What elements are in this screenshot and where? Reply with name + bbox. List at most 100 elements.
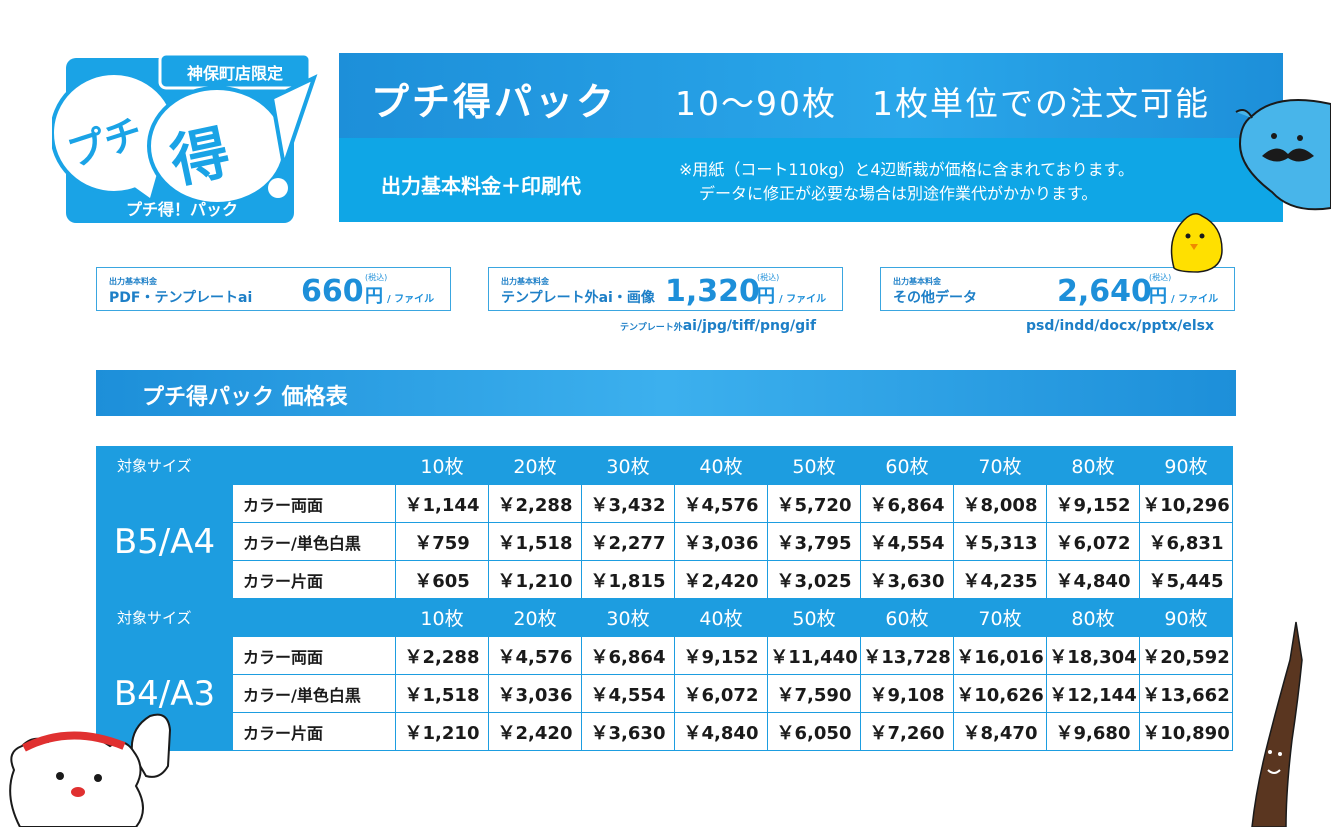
blue-mustache-character-icon bbox=[1235, 99, 1331, 211]
price-cell: ￥13,662 bbox=[1139, 674, 1233, 713]
hero-note-paper: ※用紙（コート110kg）と4辺断裁が価格に含まれております。 bbox=[679, 160, 1134, 179]
print-type-label: カラー両面 bbox=[232, 484, 396, 523]
card-formats-prefix: テンプレート外 bbox=[620, 323, 683, 333]
price-cell: ￥7,590 bbox=[767, 674, 861, 713]
card-yen: 円 bbox=[365, 286, 383, 307]
card-name: PDF・テンプレートai bbox=[109, 290, 253, 306]
price-cell: ￥9,152 bbox=[674, 636, 768, 675]
price-cell: ￥6,831 bbox=[1139, 522, 1233, 561]
hero-title: プチ得パック bbox=[371, 80, 618, 124]
price-cell: ￥6,864 bbox=[581, 636, 675, 675]
price-cell: ￥8,008 bbox=[953, 484, 1047, 523]
quantity-header: 60枚 bbox=[860, 446, 954, 485]
price-cell: ￥3,036 bbox=[674, 522, 768, 561]
quantity-header: 50枚 bbox=[767, 598, 861, 637]
price-cell: ￥3,795 bbox=[767, 522, 861, 561]
table-row: カラー片面 ￥1,210 ￥2,420 ￥3,630 ￥4,840 ￥6,050 ￥7,26… bbox=[97, 712, 1233, 751]
card-yen: 円 bbox=[757, 286, 775, 307]
price-cell: ￥13,728 bbox=[860, 636, 954, 675]
price-cell: ￥6,864 bbox=[860, 484, 954, 523]
card-tax-label: (税込) bbox=[365, 273, 388, 282]
table-row: カラー/単色白黒 ￥1,518 ￥3,036 ￥4,554 ￥6,072 ￥7,590 ￥9… bbox=[97, 674, 1233, 713]
price-cell: ￥4,576 bbox=[674, 484, 768, 523]
table-row: カラー片面 ￥605 ￥1,210 ￥1,815 ￥2,420 ￥3,025 ￥3,630 ￥… bbox=[97, 560, 1233, 599]
base-fee-card-other: 出力基本料金 その他データ 2,640 (税込) 円 / ファイル bbox=[880, 267, 1235, 311]
target-size-label: 対象サイズ bbox=[96, 446, 396, 485]
quantity-header: 10枚 bbox=[395, 446, 489, 485]
card-unit: / ファイル bbox=[1171, 294, 1219, 305]
card-small-label: 出力基本料金 bbox=[501, 277, 549, 286]
price-cell: ￥5,720 bbox=[767, 484, 861, 523]
price-formula: 出力基本料金＋印刷代 bbox=[381, 174, 581, 198]
price-cell: ￥759 bbox=[395, 522, 489, 561]
price-cell: ￥1,210 bbox=[488, 560, 582, 599]
quantity-header: 70枚 bbox=[953, 446, 1047, 485]
base-fee-card-pdf: 出力基本料金 PDF・テンプレートai 660 (税込) 円 / ファイル bbox=[96, 267, 451, 311]
quantity-header: 20枚 bbox=[488, 598, 582, 637]
price-cell: ￥2,420 bbox=[488, 712, 582, 751]
table-row: B5/A4 カラー両面 ￥1,144 ￥2,288 ￥3,432 ￥4,576 ￥5,720… bbox=[96, 484, 1233, 599]
puchi-toku-logo: 神保町店限定 プチ 得 プチ得！パック bbox=[52, 38, 322, 228]
price-table-title: プチ得パック 価格表 bbox=[142, 385, 348, 410]
card-formats-other: psd/indd/docx/pptx/elsx bbox=[1026, 318, 1215, 334]
yellow-chick-character-icon bbox=[1170, 213, 1223, 273]
card-yen: 円 bbox=[1149, 286, 1167, 307]
card-unit: / ファイル bbox=[779, 294, 827, 305]
table-header-row: 対象サイズ 10枚 20枚 30枚 40枚 50枚 60枚 70枚 80枚 90枚 bbox=[96, 446, 1233, 485]
price-table: 対象サイズ 10枚 20枚 30枚 40枚 50枚 60枚 70枚 80枚 90枚 B5/A4 カラー… bbox=[96, 446, 1233, 751]
price-cell: ￥4,554 bbox=[860, 522, 954, 561]
hero-title-banner: プチ得パック 10〜90枚 1枚単位での注文可能 bbox=[339, 53, 1283, 138]
price-cell: ￥4,576 bbox=[488, 636, 582, 675]
price-cell: ￥11,440 bbox=[767, 636, 861, 675]
price-cell: ￥1,815 bbox=[581, 560, 675, 599]
card-unit: / ファイル bbox=[387, 294, 435, 305]
quantity-header: 50枚 bbox=[767, 446, 861, 485]
base-fee-card-image: 出力基本料金 テンプレート外ai・画像 1,320 (税込) 円 / ファイル bbox=[488, 267, 843, 311]
price-cell: ￥2,420 bbox=[674, 560, 768, 599]
price-cell: ￥4,840 bbox=[1046, 560, 1140, 599]
quantity-header: 80枚 bbox=[1046, 446, 1140, 485]
card-name: その他データ bbox=[893, 290, 977, 306]
quantity-header: 70枚 bbox=[953, 598, 1047, 637]
quantity-header: 10枚 bbox=[395, 598, 489, 637]
price-cell: ￥2,277 bbox=[581, 522, 675, 561]
card-tax-label: (税込) bbox=[1149, 273, 1172, 282]
white-bear-character-icon bbox=[9, 713, 172, 827]
print-type-label: カラー片面 bbox=[232, 712, 396, 751]
price-cell: ￥4,840 bbox=[674, 712, 768, 751]
price-cell: ￥10,296 bbox=[1139, 484, 1233, 523]
hero-note-correction: データに修正が必要な場合は別途作業代がかかります。 bbox=[699, 184, 1098, 203]
price-cell: ￥4,235 bbox=[953, 560, 1047, 599]
price-cell: ￥7,260 bbox=[860, 712, 954, 751]
quantity-header: 60枚 bbox=[860, 598, 954, 637]
price-cell: ￥1,144 bbox=[395, 484, 489, 523]
price-cell: ￥6,072 bbox=[1046, 522, 1140, 561]
price-cell: ￥3,432 bbox=[581, 484, 675, 523]
quantity-header: 30枚 bbox=[581, 598, 675, 637]
target-size-label: 対象サイズ bbox=[96, 598, 396, 637]
price-cell: ￥18,304 bbox=[1046, 636, 1140, 675]
price-cell: ￥9,108 bbox=[860, 674, 954, 713]
table-row: B4/A3 カラー両面 ￥2,288 ￥4,576 ￥6,864 ￥9,152 ￥11,44… bbox=[96, 636, 1233, 751]
card-name: テンプレート外ai・画像 bbox=[501, 290, 655, 306]
price-cell: ￥3,630 bbox=[581, 712, 675, 751]
card-small-label: 出力基本料金 bbox=[109, 277, 157, 286]
print-type-label: カラー/単色白黒 bbox=[232, 674, 396, 713]
price-cell: ￥9,152 bbox=[1046, 484, 1140, 523]
quantity-header: 40枚 bbox=[674, 446, 768, 485]
price-cell: ￥10,890 bbox=[1139, 712, 1233, 751]
price-table-header-bar: プチ得パック 価格表 bbox=[96, 370, 1236, 416]
price-cell: ￥12,144 bbox=[1046, 674, 1140, 713]
price-cell: ￥16,016 bbox=[953, 636, 1047, 675]
hero-subtitle: 10〜90枚 1枚単位での注文可能 bbox=[675, 84, 1210, 123]
hero-notes: ※用紙（コート110kg）と4辺断裁が価格に含まれております。 データに修正が必… bbox=[679, 158, 1134, 206]
price-cell: ￥5,313 bbox=[953, 522, 1047, 561]
price-cell: ￥4,554 bbox=[581, 674, 675, 713]
price-cell: ￥20,592 bbox=[1139, 636, 1233, 675]
card-tax-label: (税込) bbox=[757, 273, 780, 282]
stick-character-icon bbox=[1251, 621, 1303, 827]
card-formats-list: ai/jpg/tiff/png/gif bbox=[682, 318, 817, 334]
logo-limited-text: 神保町店限定 bbox=[186, 64, 283, 83]
price-cell: ￥1,518 bbox=[488, 522, 582, 561]
price-cell: ￥10,626 bbox=[953, 674, 1047, 713]
